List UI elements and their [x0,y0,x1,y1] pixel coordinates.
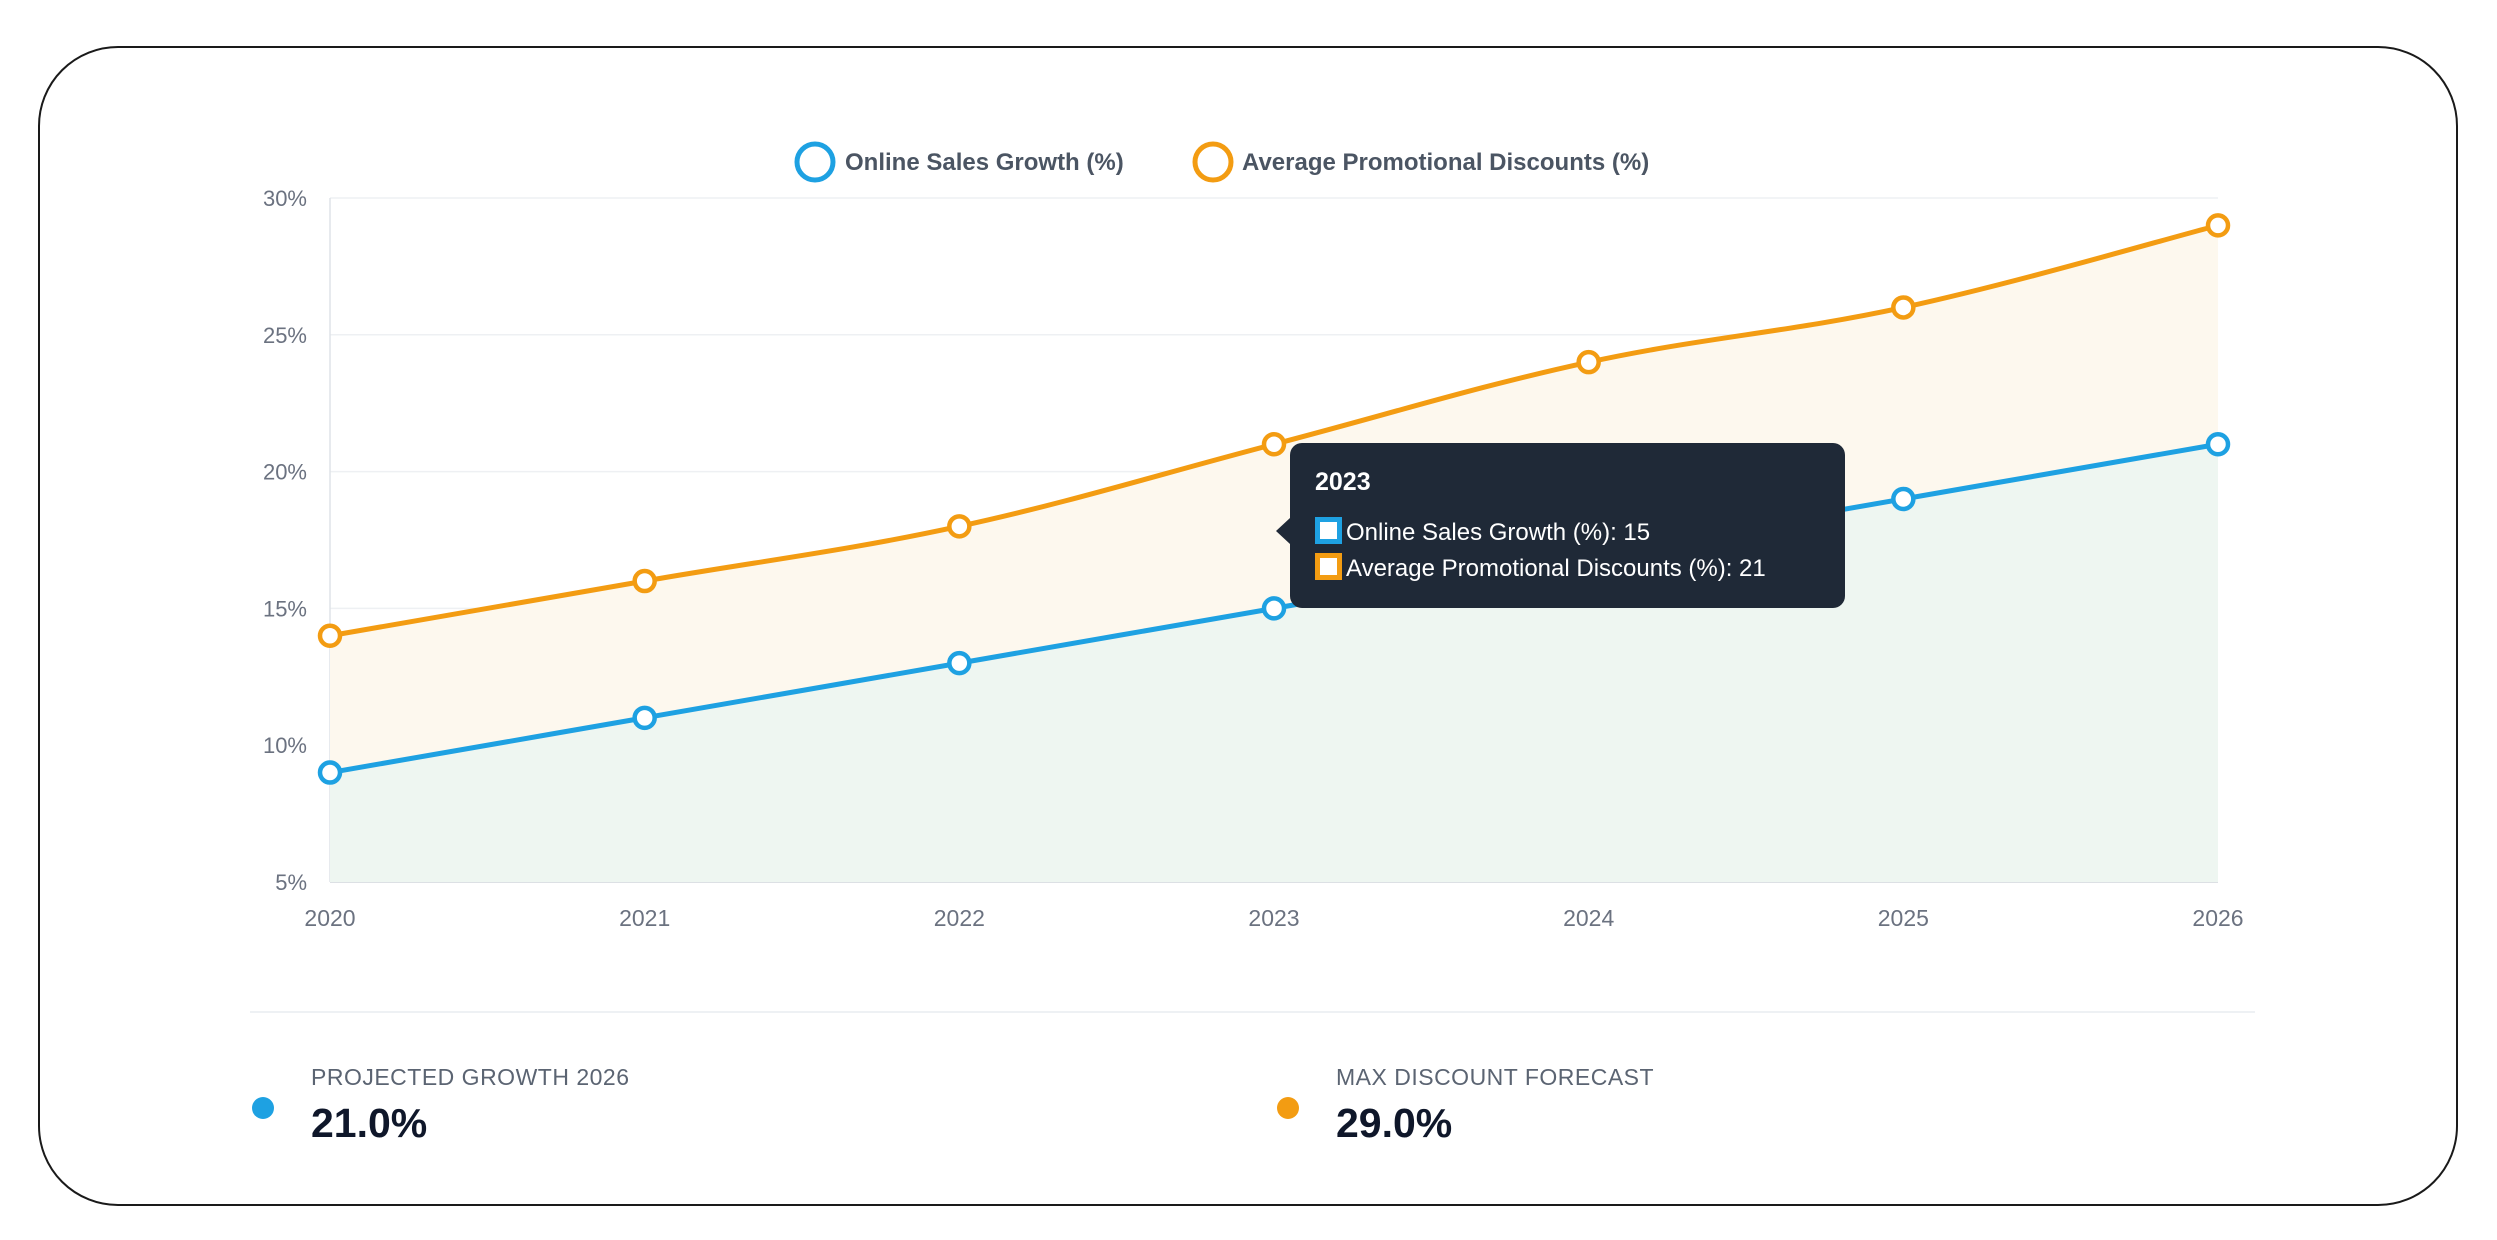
stat-discount-label: MAX DISCOUNT FORECAST [1336,1064,1655,1090]
data-point [1891,486,1916,512]
data-point [317,623,343,649]
tooltip-row: Average Promotional Discounts (%): 21 [1346,555,1766,582]
data-point [632,568,657,594]
tooltip-caret [1276,518,1290,544]
divider [250,1011,2255,1013]
x-tick-label: 2022 [934,905,985,931]
data-point [317,760,343,785]
data-point [1891,295,1916,320]
data-point [947,514,972,539]
x-tick-label: 2020 [304,905,355,931]
y-tick-label: 25% [263,323,307,348]
legend-circle-icon [794,141,836,183]
data-point [632,705,657,731]
data-point [1576,349,1601,375]
data-point [947,650,972,676]
legend-item[interactable]: Online Sales Growth (%) [794,141,1124,183]
stat-growth-value: 21.0% [311,1100,428,1146]
legend-label: Online Sales Growth (%) [845,149,1124,176]
tooltip-box [1290,443,1845,608]
x-tick-label: 2025 [1878,905,1929,931]
x-tick-label: 2026 [2192,905,2243,931]
data-point [1261,596,1287,621]
stat-discount-value: 29.0% [1336,1100,1453,1146]
y-tick-label: 5% [275,870,307,895]
discount-dot-icon [1277,1097,1299,1119]
data-point [2205,431,2231,457]
y-tick-label: 20% [263,460,307,485]
tooltip-title: 2023 [1315,468,1371,496]
x-tick-label: 2023 [1248,905,1299,931]
x-tick-label: 2021 [619,905,670,931]
tooltip-swatch-inner [1320,522,1337,539]
growth-dot-icon [252,1097,274,1119]
legend: Online Sales Growth (%) Average Promotion… [794,141,1649,183]
tooltip-swatch-inner [1320,558,1337,575]
legend-circle-icon [1192,141,1234,183]
x-tick-label: 2024 [1563,905,1614,931]
stat-growth-label: PROJECTED GROWTH 2026 [311,1064,630,1090]
tooltip: 2023 Online Sales Growth (%): 15 Average P… [1276,443,1845,608]
legend-item[interactable]: Average Promotional Discounts (%) [1192,141,1649,183]
data-point [1261,431,1287,457]
tooltip-row: Online Sales Growth (%): 15 [1346,519,1650,546]
y-tick-label: 10% [263,733,307,758]
y-tick-label: 15% [263,596,307,621]
data-point [2205,213,2231,238]
legend-label: Average Promotional Discounts (%) [1242,149,1649,176]
y-tick-label: 30% [263,186,307,211]
